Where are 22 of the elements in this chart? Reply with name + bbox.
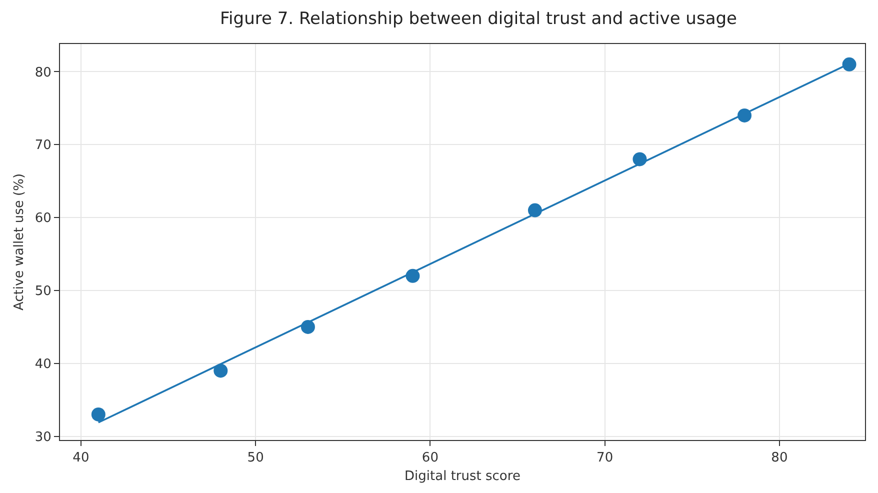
y-tick-label: 80: [34, 65, 52, 80]
x-tick-label: 70: [596, 450, 614, 466]
x-tick-label: 60: [422, 450, 438, 466]
point: [214, 364, 228, 378]
y-tick-label: 50: [34, 284, 52, 300]
y-tick-label: 60: [34, 211, 52, 226]
x-tick-label: 80: [771, 450, 788, 466]
point: [91, 407, 106, 422]
y-tick-label: 40: [34, 356, 52, 372]
point: [406, 268, 420, 283]
point: [300, 320, 315, 334]
x-axis-title: Digital trust score: [404, 469, 520, 484]
y-tick-label: 70: [34, 138, 52, 154]
point: [842, 57, 856, 72]
x-tick-label: 40: [72, 450, 90, 466]
chart-title: Figure 7. Relationship between digital trust and active usage: [220, 9, 737, 30]
point: [632, 152, 647, 166]
y-tick-label: 30: [34, 430, 52, 445]
point: [528, 203, 542, 218]
y-axis-title: Active wallet use (%): [12, 173, 27, 311]
point: [738, 108, 752, 122]
x-tick-label: 50: [247, 450, 264, 466]
